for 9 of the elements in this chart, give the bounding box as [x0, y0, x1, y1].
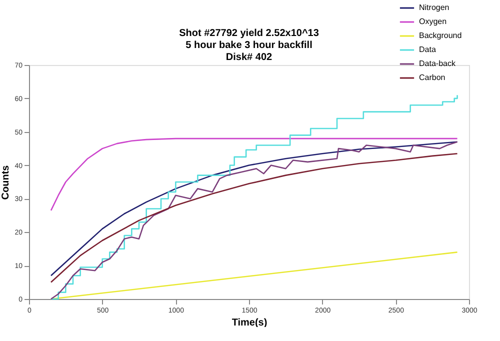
- legend-label: Carbon: [419, 73, 446, 82]
- chart-title: Shot #27792 yield 2.52x10^13 5 hour bake 3 hour backfill Disk# 402: [179, 28, 320, 63]
- legend-label: Oxygen: [419, 17, 447, 26]
- legend-label: Nitrogen: [419, 3, 450, 12]
- y-axis-title: Counts: [0, 164, 12, 200]
- legend-label: Data-back: [419, 59, 456, 68]
- legend-label: Data: [419, 45, 436, 54]
- line-series: [50, 138, 458, 212]
- legend-label: Background: [419, 31, 462, 40]
